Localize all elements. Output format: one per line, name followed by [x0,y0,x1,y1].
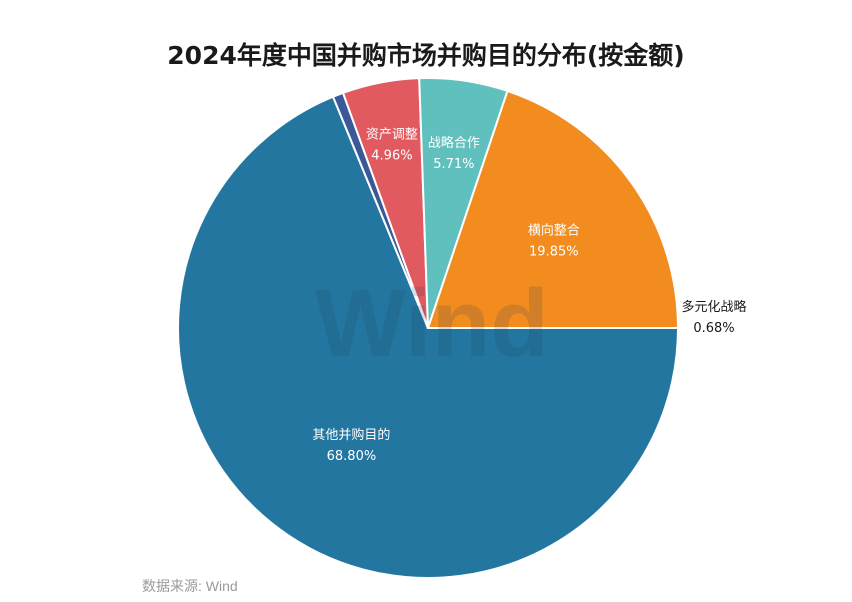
slice-name-other: 其他并购目的 [312,427,390,443]
pie-slice-other [177,95,680,579]
chart-title: 2024年度中国并购市场并购目的分布(按金额) [167,41,685,70]
slice-labels: 其他并购目的 68.80% 多元化战略 0.68% 资产调整 4.96% 战略合作 5.71%… [312,127,746,464]
pie-slice-horizontal-integration [426,89,680,329]
wind-watermark: Wind [315,270,549,377]
slice-label-horizontal-integration: 横向整合 19.85% [528,222,580,259]
source-note: 数据来源: Wind [142,578,238,594]
slice-name-diversification: 多元化战略 [681,299,746,315]
slice-label-strategic-cooperation: 战略合作 5.71% [428,135,480,172]
slice-name-asset-adjustment: 资产调整 [366,127,418,142]
slice-label-diversification: 多元化战略 0.68% [681,299,746,336]
slice-label-other: 其他并购目的 68.80% [312,427,390,464]
slice-value-diversification: 0.68% [693,321,734,336]
slice-name-strategic-cooperation: 战略合作 [428,135,480,151]
pie-slices [177,77,680,579]
slice-label-asset-adjustment: 资产调整 4.96% [366,127,418,163]
slice-value-horizontal-integration: 19.85% [529,244,579,259]
slice-value-other: 68.80% [327,449,377,464]
slice-value-strategic-cooperation: 5.71% [433,157,474,172]
slice-value-asset-adjustment: 4.96% [371,148,412,163]
slice-name-horizontal-integration: 横向整合 [528,222,580,238]
